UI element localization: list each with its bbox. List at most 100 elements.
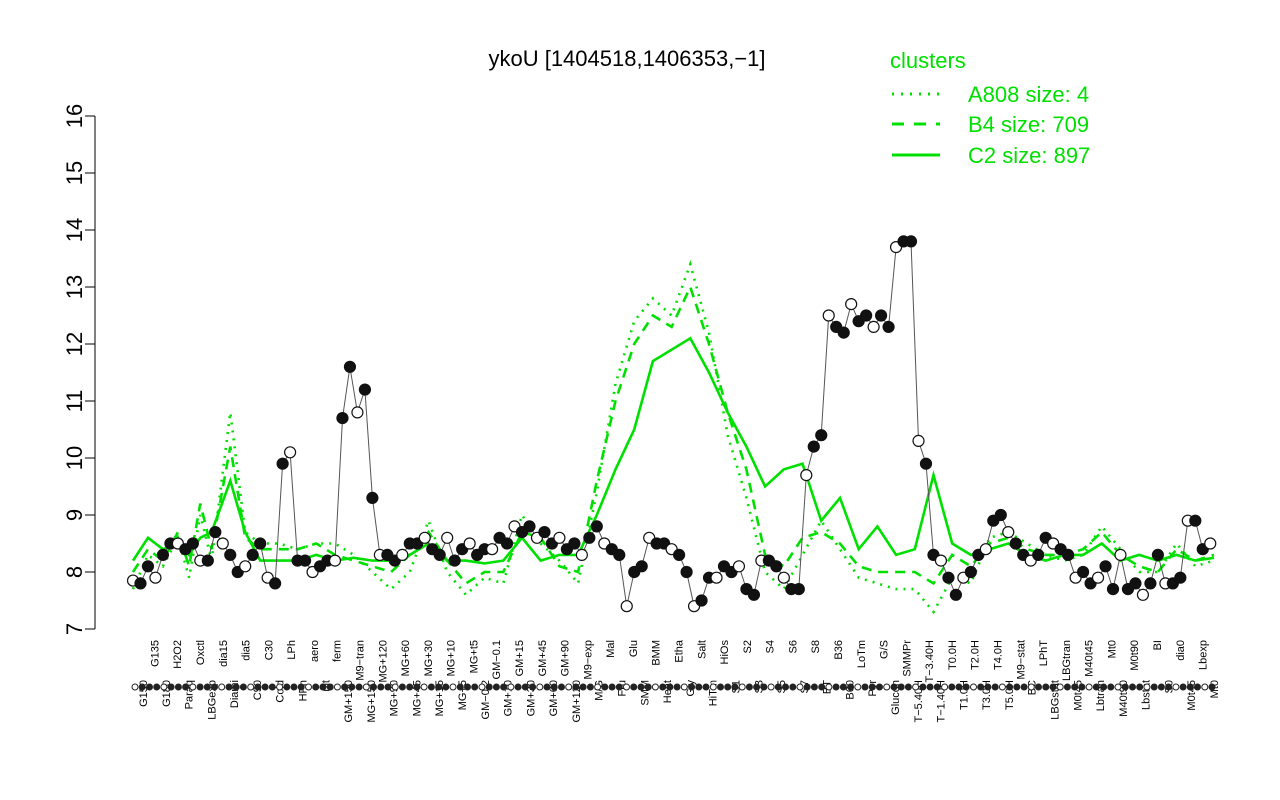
data-point: [1189, 514, 1202, 527]
data-point: [141, 560, 155, 573]
rug-mark: [384, 683, 392, 691]
data-point: [568, 537, 581, 550]
data-point: [418, 531, 431, 544]
rug-mark: [1186, 683, 1194, 691]
rug-mark: [926, 683, 934, 691]
series-line-dotted: [131, 259, 1215, 615]
rug-mark: [529, 683, 537, 691]
data-point: [845, 298, 858, 311]
x-tick-label: C30: [263, 640, 275, 660]
chart-title: ykoU [1404518,1406353,−1]: [488, 46, 765, 71]
rug-mark: [1006, 683, 1014, 691]
rug-mark: [507, 683, 515, 691]
data-point: [1129, 577, 1142, 590]
data-point: [485, 543, 499, 556]
rug-mark: [341, 683, 349, 691]
x-tick-label: S2: [742, 640, 754, 653]
rug-mark: [1172, 683, 1180, 691]
data-point: [1091, 571, 1105, 584]
rug-mark: [362, 683, 370, 691]
x-tick-label: M9−tran: [355, 640, 367, 681]
rug-mark: [1157, 683, 1165, 691]
rug-mark: [832, 683, 840, 691]
data-point: [284, 446, 297, 459]
data-point: [979, 543, 992, 556]
rug-mark: [948, 683, 956, 691]
data-point: [867, 320, 880, 333]
rug-mark: [196, 683, 204, 691]
rug-mark: [912, 683, 920, 691]
data-point: [1151, 548, 1164, 562]
data-point: [673, 548, 686, 562]
data-point: [500, 537, 514, 550]
rug-mark: [565, 683, 573, 691]
x-tick-label: MG+t5: [468, 640, 480, 673]
x-tick-label: Heat: [662, 680, 674, 703]
rug-mark: [442, 683, 450, 691]
data-point: [747, 588, 761, 601]
x-tick-label: T2.0H: [970, 640, 982, 670]
rug-mark: [637, 683, 645, 691]
rug-mark: [854, 683, 862, 691]
rug-mark: [861, 683, 869, 691]
rug-mark: [1027, 683, 1035, 691]
rug-mark: [666, 683, 674, 691]
x-tick-label: GM+150: [343, 680, 355, 723]
data-point: [553, 531, 566, 544]
data-point: [1076, 565, 1090, 579]
data-point: [904, 235, 918, 248]
data-point: [186, 537, 199, 550]
rug-mark: [131, 683, 139, 691]
data-point: [1009, 537, 1022, 550]
legend-title: clusters: [890, 48, 966, 73]
rug-mark: [239, 683, 247, 691]
x-tick-label: nit: [320, 680, 332, 692]
rug-mark: [572, 683, 580, 691]
rug-mark: [276, 683, 284, 691]
x-tick-label: LoTm: [856, 640, 868, 668]
rug-mark: [1100, 683, 1108, 691]
rug-mark: [847, 683, 855, 691]
rug-mark: [174, 683, 182, 691]
rug-mark: [406, 683, 414, 691]
x-tick-label: M40t45: [1084, 640, 1096, 677]
rug-mark: [435, 683, 443, 691]
rug-mark: [348, 683, 356, 691]
x-tick-label: M9−exp: [582, 640, 594, 679]
y-tick-label: 13: [62, 275, 87, 299]
data-point: [366, 491, 379, 504]
data-point: [575, 548, 588, 562]
legend: clusters A808 size: 4 B4 size: 709 C2 si…: [890, 48, 1090, 168]
rug-mark: [1121, 683, 1129, 691]
rug-mark: [825, 683, 833, 691]
x-tick-label: dia5: [241, 640, 253, 661]
rug-mark: [550, 683, 558, 691]
data-point: [613, 548, 626, 562]
x-tick-label: GM+45: [537, 640, 549, 676]
data-point: [246, 548, 259, 562]
y-tick-label: 8: [62, 566, 87, 578]
rug-mark: [492, 683, 500, 691]
rug-mark: [651, 683, 659, 691]
rug-mark: [305, 683, 312, 691]
rug-mark: [1107, 683, 1115, 691]
rug-mark: [211, 683, 218, 691]
x-tick-label: B36: [833, 640, 845, 660]
data-point: [620, 600, 633, 613]
markers-layer: [126, 235, 1217, 613]
x-tick-label: HPh: [298, 680, 310, 701]
x-tick-label: T−1.40H: [936, 680, 948, 723]
data-point: [1032, 548, 1045, 562]
rug-mark: [1085, 683, 1093, 691]
rug-mark: [1165, 683, 1173, 691]
x-tick-label: S4: [765, 640, 777, 653]
x-tick-label: M0t90: [1129, 640, 1141, 671]
rug-mark: [514, 683, 522, 691]
rug-mark: [955, 683, 963, 691]
rug-mark: [601, 683, 609, 691]
data-point: [792, 582, 805, 596]
data-point: [837, 326, 850, 339]
rug-mark: [1020, 683, 1028, 691]
x-tick-label: GM−0.1: [491, 640, 503, 679]
data-point: [239, 560, 252, 573]
